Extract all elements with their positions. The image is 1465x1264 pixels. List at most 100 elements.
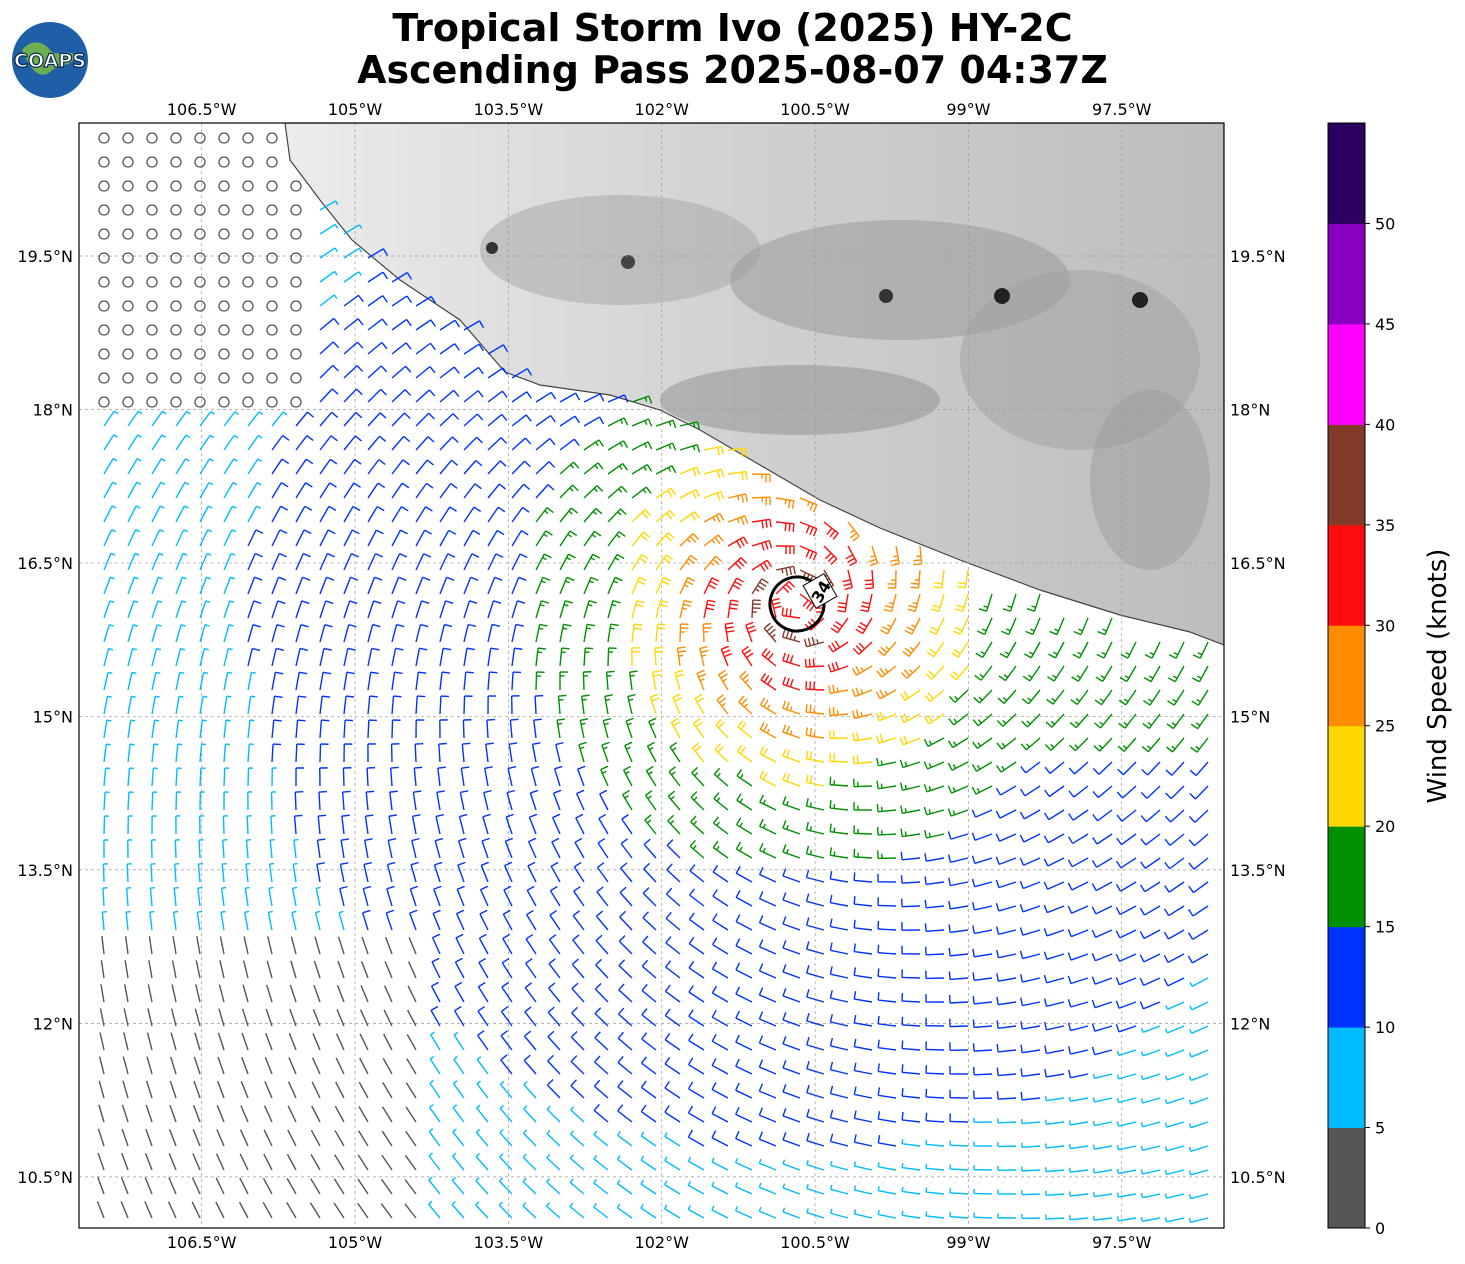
calm-wind-marker — [194, 156, 206, 168]
wind-barb-flag — [1097, 630, 1106, 636]
wind-barb-flag — [590, 576, 599, 582]
wind-barb — [103, 624, 114, 643]
wind-barb — [631, 395, 653, 404]
wind-barb-flag — [575, 392, 581, 401]
wind-barb-flag — [847, 557, 856, 563]
wind-barb-flag — [245, 886, 250, 889]
calm-wind-marker — [266, 300, 278, 312]
wind-barb-staff — [103, 481, 114, 499]
wind-barb-flag — [331, 411, 339, 419]
wind-barb-flag — [858, 642, 866, 650]
wind-barb — [463, 529, 481, 547]
wind-barb-staff — [439, 366, 455, 379]
wind-barb-flag — [303, 529, 312, 535]
wind-barb — [655, 465, 677, 475]
wind-barb-staff — [847, 569, 853, 588]
wind-barb-flag — [131, 671, 137, 675]
wind-barb-flag — [369, 695, 378, 698]
wind-barb-staff — [319, 411, 333, 427]
wind-barb-flag — [996, 1091, 999, 1100]
calm-wind-marker — [122, 204, 134, 216]
wind-barb-flag — [541, 600, 550, 604]
wind-barb-flag — [518, 576, 527, 581]
wind-barb — [535, 623, 548, 643]
wind-barb-flag — [974, 674, 982, 681]
wind-barb — [559, 647, 570, 667]
wind-barb-flag — [478, 367, 484, 375]
wind-barb-flag — [647, 441, 653, 450]
wind-barb — [487, 390, 508, 403]
wind-barb-flag — [302, 576, 311, 581]
wind-barb-staff — [342, 767, 345, 787]
calm-wind-marker — [122, 348, 134, 360]
wind-barb — [951, 641, 969, 658]
wind-barb — [727, 536, 749, 549]
wind-barb-flag — [900, 672, 908, 679]
wind-barb-flag — [759, 564, 766, 572]
wind-barb-staff — [103, 529, 113, 547]
wind-barb-flag — [293, 838, 299, 841]
wind-barb-flag — [110, 552, 116, 556]
wind-barb-flag — [182, 552, 188, 556]
wind-barb-flag — [931, 608, 940, 612]
wind-barb — [559, 392, 581, 403]
wind-barb-staff — [847, 545, 858, 563]
wind-barb — [391, 435, 411, 451]
wind-barb-flag — [1005, 628, 1011, 632]
calm-wind-marker — [194, 300, 206, 312]
wind-barb-flag — [406, 272, 413, 280]
wind-barb-flag — [730, 599, 739, 603]
wind-barb — [103, 576, 115, 595]
wind-barb — [295, 647, 309, 667]
wind-barb — [319, 576, 335, 595]
calm-wind-marker — [194, 348, 206, 360]
wind-barb — [343, 224, 363, 235]
wind-barb-flag — [256, 505, 261, 509]
wind-barb-flag — [1092, 1144, 1095, 1150]
wind-barb-staff — [607, 440, 624, 451]
wind-barb-flag — [746, 625, 755, 630]
wind-barb-staff — [679, 488, 697, 499]
wind-barb-flag — [180, 647, 185, 651]
wind-barb — [511, 506, 530, 523]
wind-barb-flag — [689, 535, 697, 543]
wind-barb — [199, 410, 215, 427]
wind-barb-flag — [570, 507, 579, 514]
wind-barb-flag — [446, 576, 455, 581]
wind-barb-flag — [275, 647, 285, 652]
wind-barb-flag — [113, 434, 118, 438]
wind-barb — [439, 576, 455, 595]
wind-barb — [511, 576, 527, 595]
wind-barb — [487, 437, 508, 451]
wind-barb-flag — [711, 539, 716, 544]
wind-barb-flag — [278, 552, 287, 558]
wind-barb — [535, 553, 552, 571]
wind-barb — [151, 410, 167, 427]
wind-barb-flag — [677, 646, 686, 649]
wind-barb-flag — [354, 458, 362, 465]
wind-barb-flag — [510, 718, 519, 721]
wind-barb-flag — [208, 505, 213, 509]
wind-barb-flag — [227, 671, 233, 674]
wind-barb — [223, 671, 233, 691]
wind-barb-flag — [883, 608, 892, 613]
wind-barb-staff — [806, 641, 825, 648]
wind-barb-flag — [393, 695, 402, 698]
wind-barb-flag — [521, 530, 529, 536]
wind-barb-staff — [535, 553, 545, 571]
wind-barb — [703, 577, 720, 595]
wind-barb — [391, 365, 412, 379]
wind-barb-flag — [634, 623, 643, 626]
wind-barb-flag — [640, 534, 648, 541]
wind-barb — [439, 366, 460, 379]
wind-barb-flag — [254, 576, 263, 581]
wind-barb-staff — [127, 481, 138, 499]
wind-barb — [803, 636, 825, 648]
wind-barb-staff — [535, 507, 548, 523]
wind-barb-staff — [559, 648, 563, 667]
wind-barb-staff — [463, 577, 472, 595]
wind-barb-flag — [443, 647, 452, 651]
wind-barb-staff — [919, 545, 923, 564]
wind-barb-flag — [788, 580, 795, 588]
wind-barb-flag — [183, 529, 189, 533]
